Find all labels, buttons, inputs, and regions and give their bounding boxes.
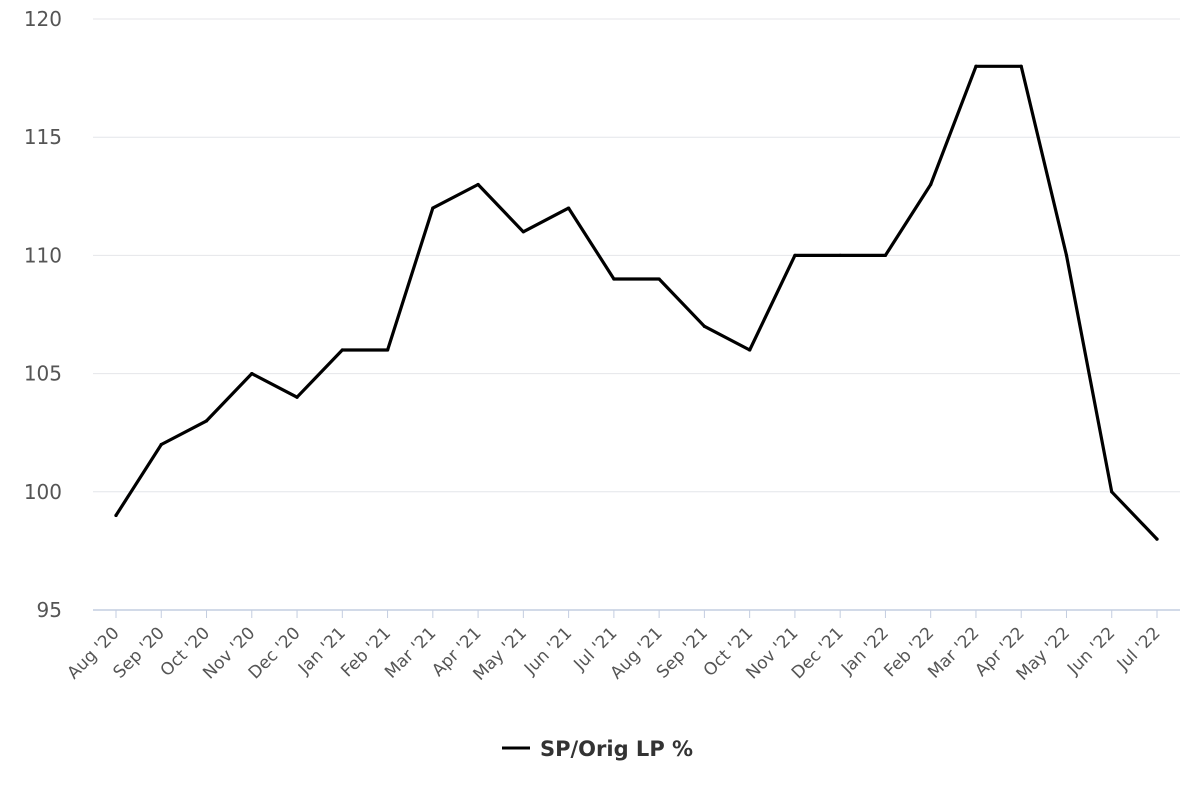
legend[interactable]: SP/Orig LP % <box>502 737 693 761</box>
data-point[interactable] <box>1019 64 1023 68</box>
x-tick-label: Sep '21 <box>653 623 712 682</box>
data-point[interactable] <box>748 348 752 352</box>
data-point[interactable] <box>702 324 706 328</box>
data-point[interactable] <box>883 253 888 257</box>
series-layer <box>114 64 1159 541</box>
data-point[interactable] <box>612 277 616 281</box>
data-point[interactable] <box>929 182 933 187</box>
data-point[interactable] <box>1064 253 1069 257</box>
data-point[interactable] <box>250 372 254 376</box>
data-point[interactable] <box>114 513 118 518</box>
x-tick-label: Jun '22 <box>1063 623 1119 679</box>
gridlines <box>93 18 1180 611</box>
data-point[interactable] <box>838 253 842 257</box>
data-point[interactable] <box>1155 537 1159 541</box>
y-tick-label: 120 <box>24 7 62 31</box>
data-point[interactable] <box>657 277 661 281</box>
data-point[interactable] <box>521 230 525 234</box>
data-point[interactable] <box>974 64 978 68</box>
y-tick-label: 105 <box>24 362 62 386</box>
data-point[interactable] <box>567 206 571 210</box>
data-point[interactable] <box>159 442 163 447</box>
x-tick-label: Jun '21 <box>520 623 576 679</box>
x-tick-label: Mar '21 <box>381 623 440 682</box>
data-point[interactable] <box>793 253 797 257</box>
series-line[interactable] <box>114 64 1159 541</box>
data-point[interactable] <box>1110 490 1114 494</box>
legend-label: SP/Orig LP % <box>540 737 693 761</box>
x-tick-label: Mar '22 <box>924 623 983 682</box>
y-tick-label: 100 <box>24 480 62 504</box>
data-point[interactable] <box>431 206 435 210</box>
data-point[interactable] <box>204 419 209 423</box>
x-tick-label: Jul '22 <box>1113 623 1165 675</box>
y-tick-label: 115 <box>24 125 62 149</box>
x-tick-label: Sep '20 <box>110 623 169 682</box>
data-point[interactable] <box>295 395 299 399</box>
data-point[interactable] <box>476 182 480 187</box>
y-tick-label: 110 <box>24 243 62 267</box>
y-tick-label: 95 <box>37 598 62 622</box>
data-point[interactable] <box>385 348 390 352</box>
data-point[interactable] <box>340 348 344 352</box>
y-axis: 95 100 105 110 115 120 <box>24 7 62 622</box>
